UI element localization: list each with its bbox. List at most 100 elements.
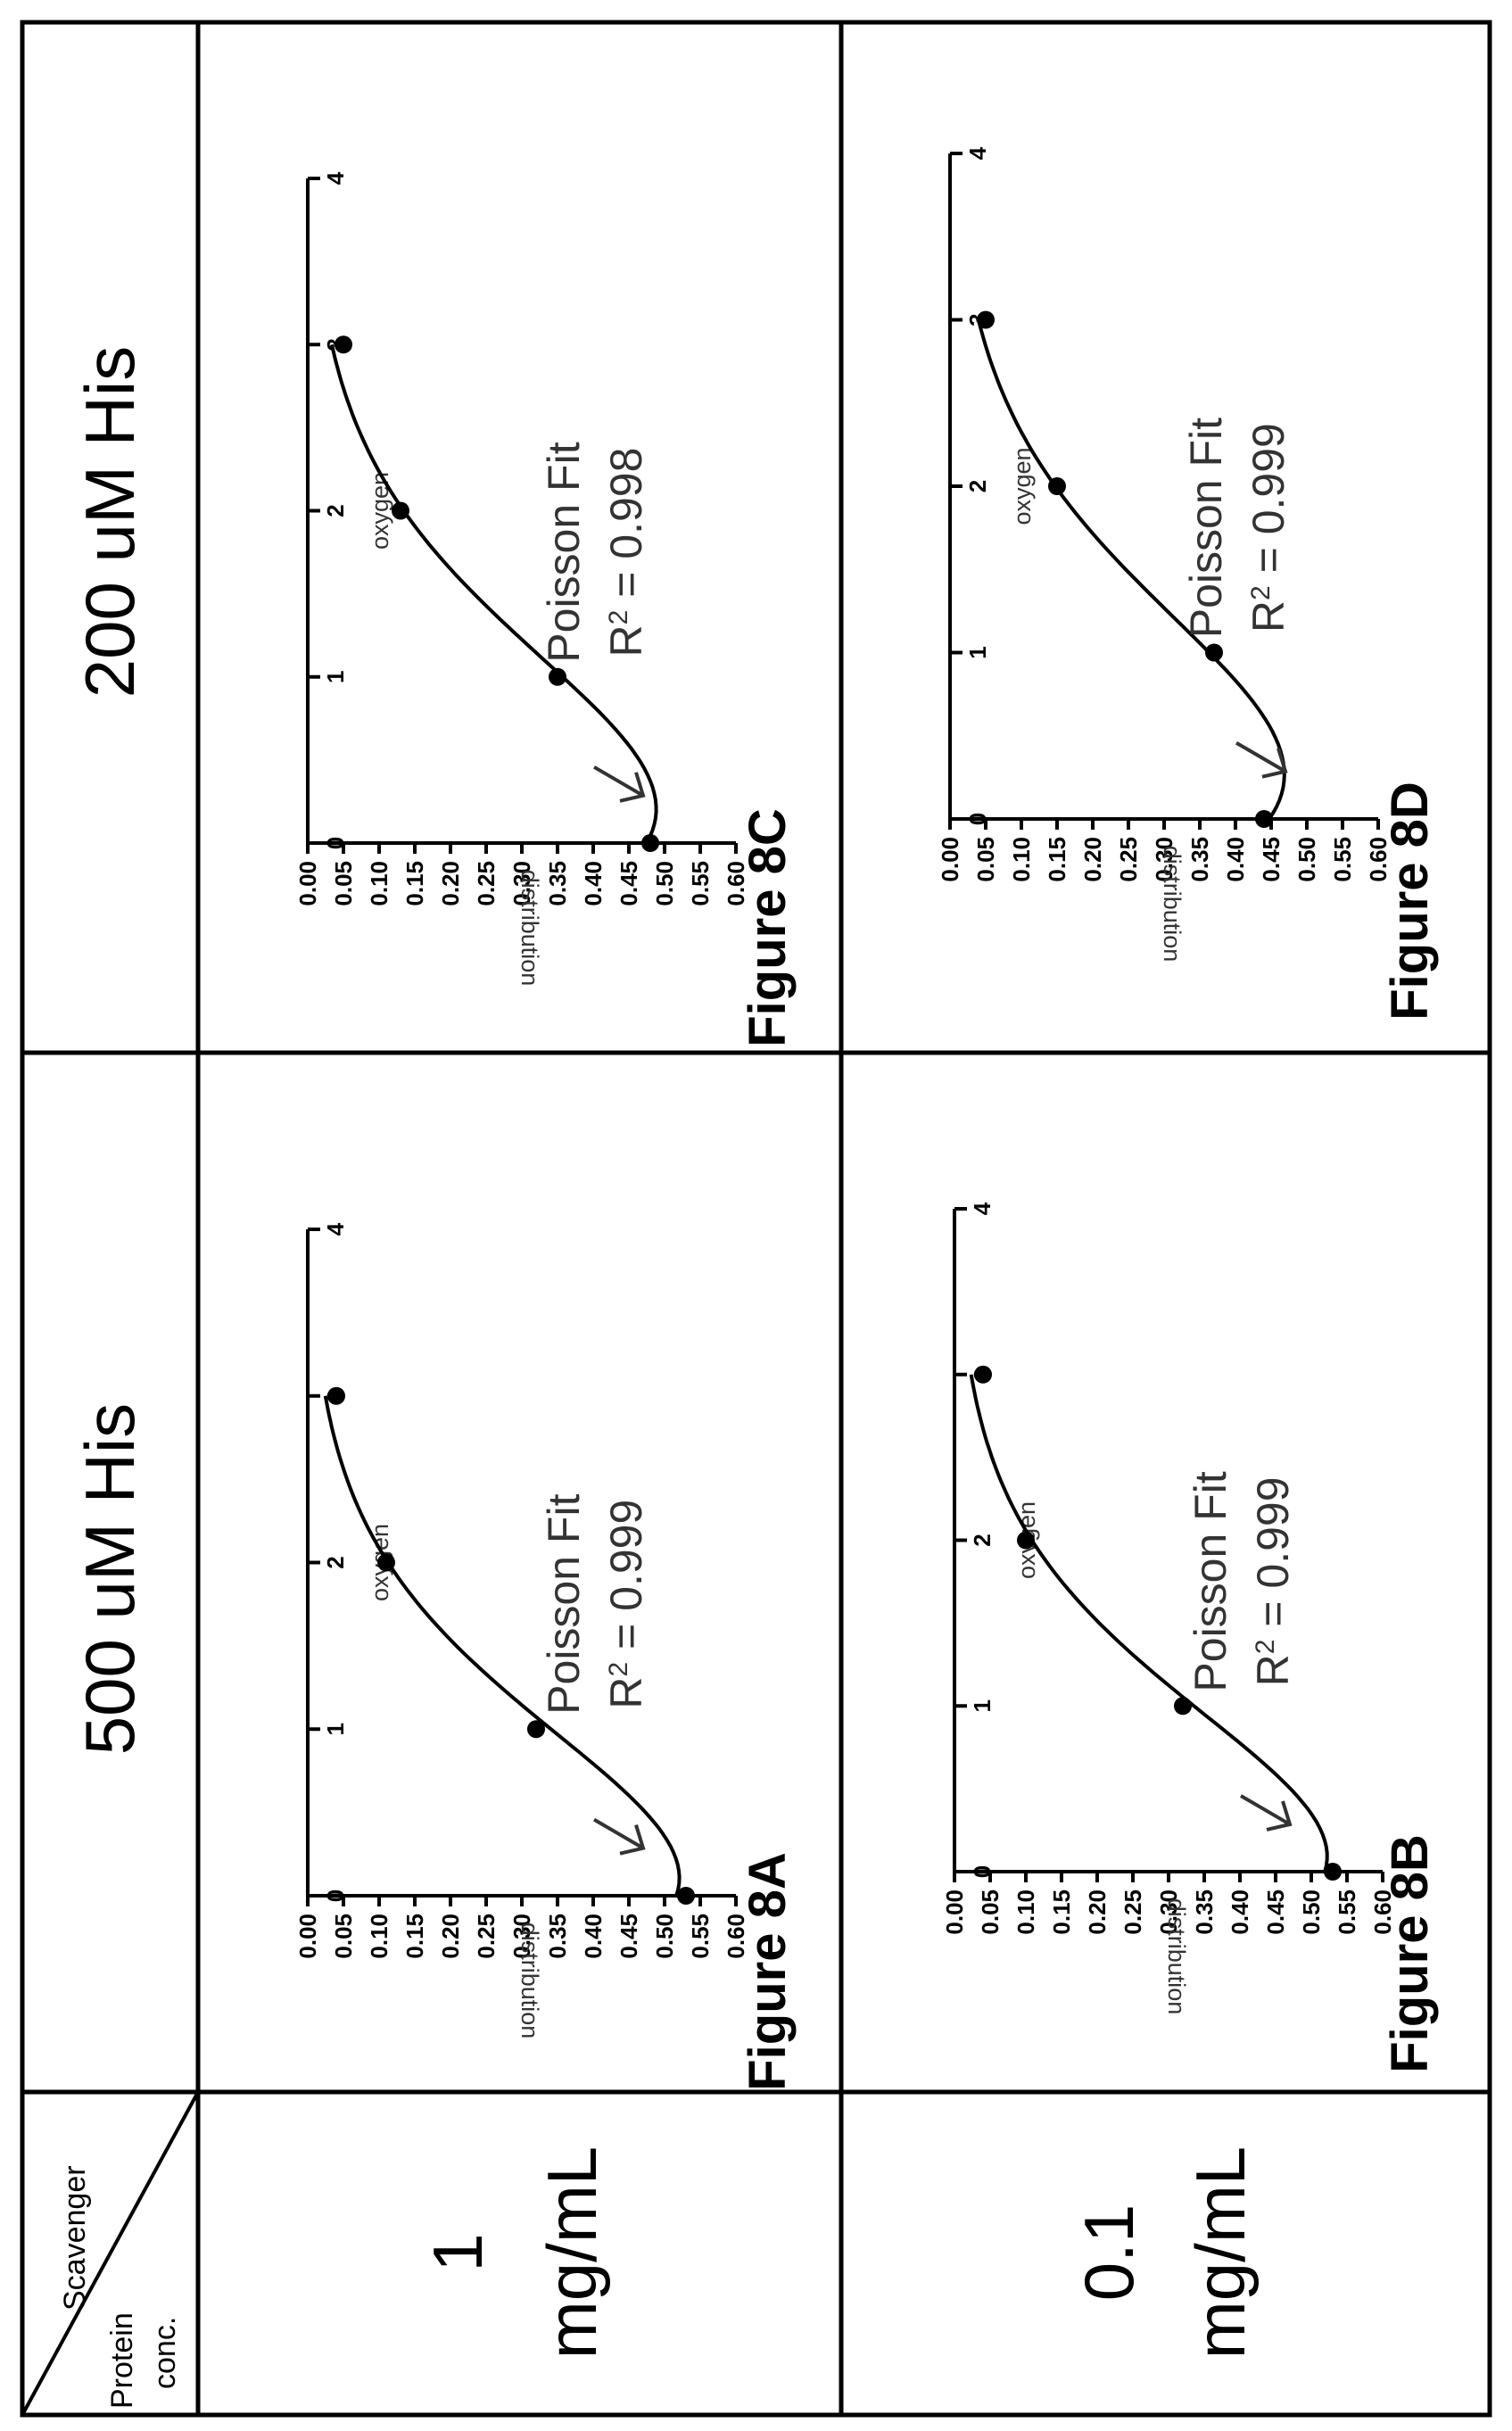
y-tick-label: 0.15 <box>401 1914 428 1959</box>
y-tick-label: 0.45 <box>1258 837 1285 882</box>
figure-label: Figure 8C <box>739 808 797 1047</box>
corner-scavenger-label: Scavenger <box>58 2165 92 2311</box>
chart-figure-8a: 0.00 0.05 0.10 0.15 0.20 0.25 0.30 0.35 0.40 0.45… <box>294 1222 797 2091</box>
r-squared-exponent: 2 <box>1251 1640 1280 1655</box>
y-tick-label: 0.00 <box>941 1889 968 1935</box>
y-tick-label: 0.50 <box>1298 1889 1325 1935</box>
data-point <box>974 1365 992 1384</box>
x-tick-label: 1 <box>964 646 991 658</box>
r-squared-exponent: 2 <box>604 1662 633 1677</box>
x-tick-label: 2 <box>322 1556 349 1568</box>
r-squared-value: = 0.999 <box>1243 423 1293 585</box>
y-tick-label: 0.20 <box>437 861 464 906</box>
figure-label: Figure 8A <box>739 1852 797 2091</box>
y-tick-label: 0.30 <box>1155 1889 1182 1935</box>
figure-label: Figure 8D <box>1381 781 1439 1021</box>
x-tick-label: 0 <box>964 813 991 825</box>
table-grid <box>20 20 1492 2418</box>
x-tick-label: 0 <box>969 1865 996 1878</box>
fit-label: Poisson Fit <box>539 442 589 662</box>
data-point <box>335 335 352 354</box>
r-squared-letter: R <box>1243 600 1293 633</box>
y-tick-label: 0.10 <box>1008 837 1035 882</box>
fit-label: Poisson Fit <box>1181 418 1231 638</box>
annotation-arrow <box>1235 740 1288 779</box>
y-tick-label: 0.10 <box>366 1914 392 1959</box>
y-tick-label: 0.60 <box>723 861 749 906</box>
corner-protein-label: Protein <box>105 2312 139 2409</box>
data-point <box>1205 643 1223 662</box>
y-tick-label: 0.20 <box>1084 1889 1111 1935</box>
y-tick-label: 0.35 <box>1191 1889 1218 1935</box>
r-squared-label: R2 = 0.999 <box>1243 423 1293 633</box>
column-header-500um: 500 uM His <box>70 1403 149 1756</box>
annotation-arrow <box>1239 1794 1293 1832</box>
data-point <box>1255 810 1273 828</box>
x-tick-label: 4 <box>322 1222 349 1236</box>
data-point <box>392 501 409 520</box>
data-point <box>1324 1863 1342 1881</box>
y-tick-label: 0.60 <box>723 1914 749 1959</box>
y-tick-label: 0.30 <box>1151 837 1177 882</box>
r-squared-label: R2 = 0.998 <box>601 448 651 657</box>
fit-label: Poisson Fit <box>539 1493 589 1714</box>
r-squared-value: = 0.998 <box>601 448 651 610</box>
data-point <box>549 667 566 686</box>
row-header-01mg-value: 0.1 <box>1070 2204 1148 2301</box>
y-tick-label: 0.00 <box>937 837 963 882</box>
y-tick-label: 0.50 <box>651 861 678 906</box>
y-tick-label: 0.10 <box>1012 1889 1039 1935</box>
y-tick-label: 0.40 <box>1227 1889 1253 1935</box>
r-squared-value: = 0.999 <box>1248 1476 1298 1639</box>
y-axis-label: distribution <box>1163 1898 1190 2015</box>
r-squared-label: R2 = 0.999 <box>601 1500 651 1709</box>
chart-figure-8b: 0.00 0.05 0.10 0.15 0.20 0.25 0.30 0.35 0.40 0.45… <box>941 1202 1439 2073</box>
x-axis-label: oxygen <box>367 472 393 550</box>
chart-figure-8c: 0.00 0.05 0.10 0.15 0.20 0.25 0.30 0.35 0.40 0.45… <box>294 171 797 1047</box>
y-tick-label: 0.15 <box>1044 837 1070 882</box>
data-point <box>527 1720 545 1739</box>
poisson-fit-curve <box>323 1395 682 1897</box>
r-squared-letter: R <box>601 1677 651 1709</box>
y-tick-label: 0.15 <box>401 861 428 906</box>
y-tick-label: 0.05 <box>330 1914 357 1959</box>
y-tick-label: 0.40 <box>580 1914 607 1959</box>
x-tick-label: 1 <box>322 1723 349 1735</box>
y-tick-label: 0.50 <box>651 1914 678 1959</box>
poisson-fit-curve <box>330 343 658 844</box>
x-tick-label: 2 <box>322 504 349 517</box>
y-tick-label: 0.55 <box>687 1914 714 1959</box>
y-tick-label: 0.35 <box>544 1914 571 1959</box>
x-tick-label: 0 <box>322 1889 349 1902</box>
y-tick-label: 0.25 <box>1115 837 1142 882</box>
data-point <box>1174 1697 1192 1716</box>
data-point <box>641 834 659 852</box>
data-point <box>327 1386 345 1405</box>
y-tick-label: 0.10 <box>366 861 392 906</box>
y-tick-label: 0.55 <box>687 861 714 906</box>
x-tick-label: 2 <box>969 1534 996 1546</box>
row-header-01mg-unit: mg/mL <box>1181 2146 1260 2359</box>
corner-diagonal <box>21 2091 200 2416</box>
y-tick-label: 0.35 <box>1186 837 1213 882</box>
data-point <box>677 1887 695 1905</box>
y-tick-label: 0.25 <box>473 1914 500 1959</box>
r-squared-exponent: 2 <box>604 610 633 625</box>
y-tick-label: 0.55 <box>1329 837 1356 882</box>
y-tick-label: 0.40 <box>580 861 607 906</box>
y-tick-label: 0.25 <box>1120 1889 1146 1935</box>
y-axis-label: distribution <box>516 1922 543 2039</box>
x-tick-label: 4 <box>964 146 991 160</box>
y-tick-label: 0.30 <box>508 861 535 906</box>
poisson-fit-curve <box>969 1374 1329 1873</box>
y-tick-label: 0.20 <box>437 1914 464 1959</box>
y-tick-label: 0.30 <box>508 1914 535 1959</box>
row-header-1mg-value: 1 <box>418 2233 497 2271</box>
x-tick-label: 1 <box>322 671 349 683</box>
annotation-arrow <box>592 1817 646 1856</box>
corner-conc-label: conc. <box>148 2317 182 2389</box>
data-point <box>977 310 995 329</box>
data-point <box>1048 477 1066 495</box>
x-tick-label: 4 <box>969 1202 996 1215</box>
